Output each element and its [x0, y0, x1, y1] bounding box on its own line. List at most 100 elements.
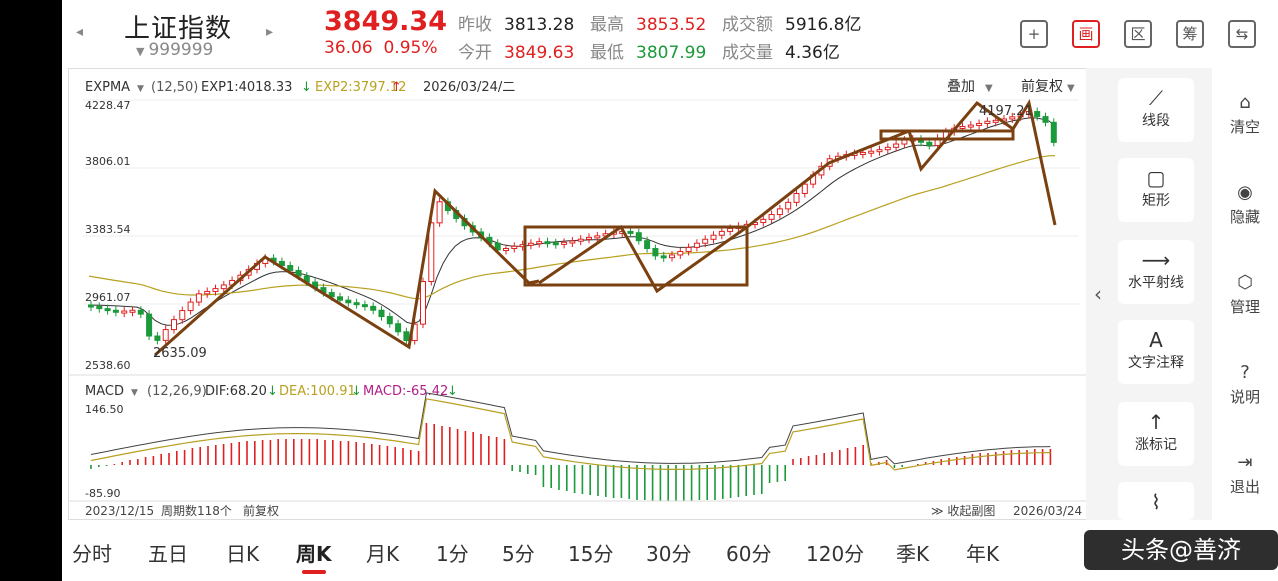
candle-body — [768, 214, 775, 220]
clear-button[interactable]: ⌂ 清空 — [1212, 92, 1278, 137]
candle-body — [129, 309, 136, 313]
index-code-text: 999999 — [148, 40, 214, 60]
tab-yearly[interactable]: 年K — [966, 542, 1000, 566]
tool-wave[interactable]: ⌇ — [1118, 482, 1194, 520]
candle-body — [171, 319, 177, 331]
tab-15min[interactable]: 15分 — [568, 542, 614, 566]
adjust-button[interactable]: 前复权 — [1021, 78, 1063, 95]
drawing-tools-panel: ‹ ⟋ 线段 ▢ 矩形 ⟶ 水平射线 A 文字注释 ↑ 涨标记 ⌇ — [1086, 68, 1212, 520]
add-watchlist-icon[interactable]: + — [1020, 20, 1048, 48]
tool-label: 涨标记 — [1135, 437, 1177, 453]
manage-button[interactable]: ⬡ 管理 — [1212, 272, 1278, 317]
candle-body — [436, 201, 443, 224]
draw-tool-icon[interactable]: 画 — [1072, 20, 1100, 48]
tool-line-segment[interactable]: ⟋ 线段 — [1118, 78, 1194, 142]
drawn-polyline — [538, 129, 910, 294]
prev-stock-arrow[interactable]: ◂ — [76, 24, 84, 40]
candle-body — [137, 309, 144, 315]
candle-body — [104, 308, 111, 312]
candle-body — [544, 241, 551, 245]
tab-1min[interactable]: 1分 — [436, 542, 469, 566]
tool-rectangle[interactable]: ▢ 矩形 — [1118, 158, 1194, 222]
tab-monthly[interactable]: 月K — [366, 542, 400, 566]
tab-quarterly[interactable]: 季K — [896, 542, 930, 566]
candle-body — [718, 230, 725, 236]
dea-label: DEA:100.91 — [279, 384, 356, 399]
candle-body — [220, 284, 227, 290]
kline-svg[interactable]: EXPMA ▼ (12,50) EXP1:4018.33 ↓ EXP2:3797… — [69, 69, 1133, 521]
chip-distribution-icon[interactable]: 筹 — [1176, 20, 1204, 48]
overlay-button[interactable]: 叠加 — [947, 79, 975, 95]
collapse-subchart-button[interactable]: ≫ 收起副图 — [931, 504, 995, 518]
tool-text-note[interactable]: A 文字注释 — [1118, 320, 1194, 384]
candle-body — [295, 269, 302, 277]
candle-body — [154, 335, 161, 341]
tab-weekly[interactable]: 周K — [296, 542, 332, 566]
end-date: 2026/03/24 — [1013, 504, 1082, 518]
high-label: 最高 — [590, 15, 624, 35]
candle-body — [503, 248, 509, 252]
arrow-down-icon: ↓ — [351, 384, 362, 399]
kline-chart-area[interactable]: EXPMA ▼ (12,50) EXP1:4018.33 ↓ EXP2:3797… — [68, 68, 1133, 521]
dea-line — [90, 398, 1051, 471]
candle-body — [187, 301, 194, 312]
rectangle-icon: ▢ — [1146, 166, 1166, 190]
candle-body — [345, 299, 352, 304]
candle-body — [727, 227, 734, 232]
candle-body — [760, 218, 767, 224]
candle-body — [801, 183, 808, 194]
candle-body — [669, 254, 675, 259]
chevron-left-icon[interactable]: ‹ — [1094, 282, 1102, 306]
candle-body — [112, 309, 119, 313]
exit-button[interactable]: ⇥ 退出 — [1212, 452, 1278, 497]
tab-5day[interactable]: 五日 — [148, 542, 188, 566]
tab-60min[interactable]: 60分 — [726, 542, 772, 566]
active-tab-indicator — [302, 570, 326, 574]
tab-timeshare[interactable]: 分时 — [72, 542, 112, 566]
collapse-label: 收起副图 — [947, 504, 995, 518]
macd-label: MACD:-65.42 — [363, 384, 448, 399]
candle-body — [652, 248, 659, 257]
exp2-label: EXP2:3797.12 — [315, 80, 406, 95]
next-stock-arrow[interactable]: ▸ — [266, 24, 274, 40]
tab-daily[interactable]: 日K — [226, 542, 260, 566]
clear-icon: ⌂ — [1239, 92, 1251, 113]
tool-label: 文字注释 — [1128, 355, 1184, 371]
tool-horizontal-ray[interactable]: ⟶ 水平射线 — [1118, 240, 1194, 304]
candle-body — [561, 241, 568, 245]
low: 最低 3807.99 — [590, 38, 706, 63]
zone-stats-icon[interactable]: 区 — [1124, 20, 1152, 48]
rotate-device-icon[interactable]: ⇆ — [1228, 20, 1256, 48]
volume-label: 成交量 — [722, 43, 773, 63]
index-code[interactable]: ▼ 999999 — [136, 40, 213, 60]
y-tick: 3383.54 — [85, 223, 131, 236]
candle-body — [594, 235, 601, 239]
quote-header: ◂ 上证指数 ▼ 999999 ▸ 3849.34 36.06 0.95% 昨收 3… — [62, 0, 1278, 66]
user-drawings[interactable] — [154, 99, 1057, 357]
candle-body — [536, 241, 543, 245]
sub-indicator-name[interactable]: MACD — [85, 384, 124, 399]
tool-up-mark[interactable]: ↑ 涨标记 — [1118, 402, 1194, 466]
period-count: 周期数118个 — [161, 503, 232, 518]
drawing-side-panel: ⌂ 清空 ◉ 隐藏 ⬡ 管理 ? 说明 ⇥ 退出 — [1212, 68, 1278, 520]
volume: 成交量 4.36亿 — [722, 38, 840, 63]
exit-icon: ⇥ — [1237, 452, 1253, 473]
candle-body — [1042, 116, 1049, 123]
candle-body — [577, 238, 584, 242]
period-low-label: 2635.09 — [153, 346, 207, 361]
y-tick: 2538.60 — [85, 359, 131, 372]
tab-30min[interactable]: 30分 — [646, 542, 692, 566]
index-name: 上证指数 — [124, 14, 233, 44]
candle-body — [1034, 111, 1041, 118]
tab-5min[interactable]: 5分 — [502, 542, 535, 566]
tab-120min[interactable]: 120分 — [806, 542, 865, 566]
main-indicator-name[interactable]: EXPMA — [85, 80, 130, 95]
candle-body — [967, 124, 974, 128]
hide-button[interactable]: ◉ 隐藏 — [1212, 182, 1278, 227]
candle-body — [693, 242, 700, 248]
candle-body — [868, 150, 875, 154]
amount-label: 成交额 — [722, 15, 773, 35]
candle-body — [586, 236, 592, 240]
help-button[interactable]: ? 说明 — [1212, 362, 1278, 407]
high-value: 3853.52 — [636, 15, 707, 35]
